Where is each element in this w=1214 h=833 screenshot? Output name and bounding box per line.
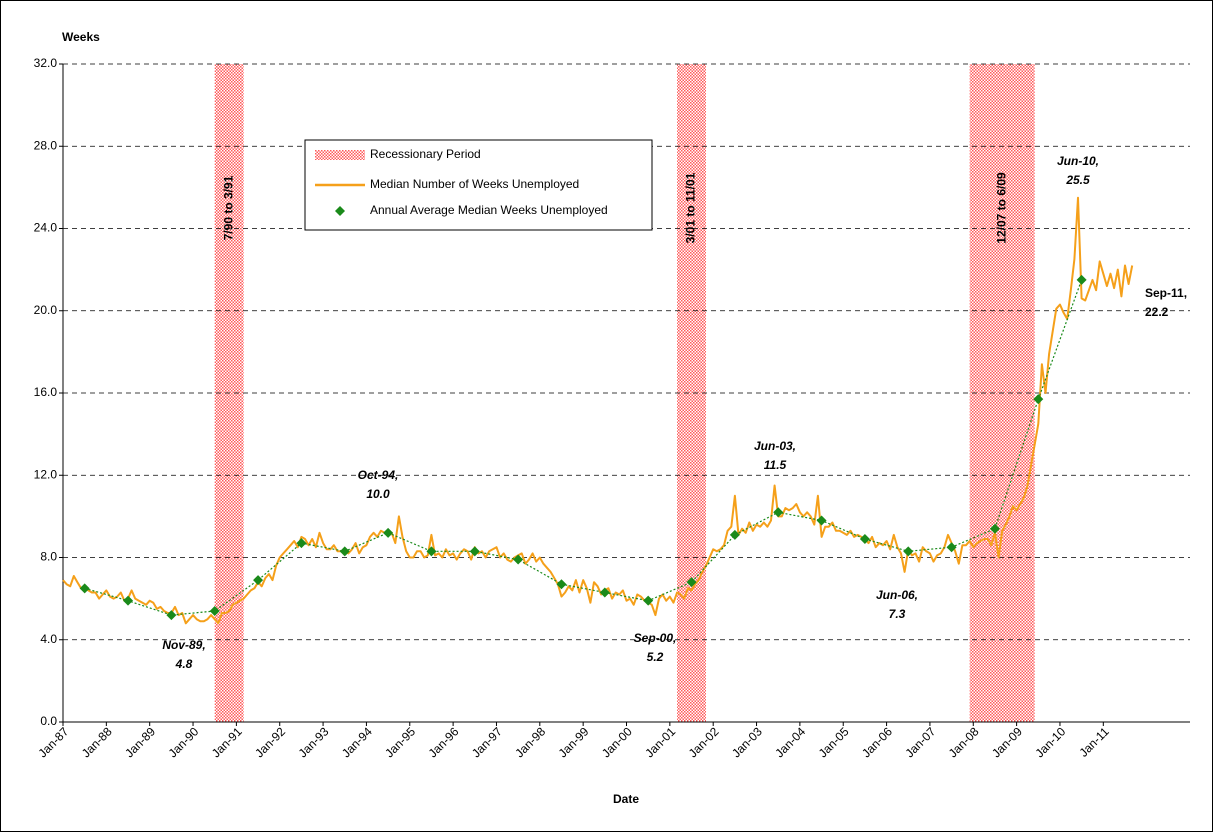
annotation: Sep-00, xyxy=(634,631,677,645)
data-point xyxy=(209,605,220,616)
annotation: 4.8 xyxy=(175,657,193,671)
y-tick-label: 12.0 xyxy=(34,467,58,481)
data-point xyxy=(946,542,957,553)
data-point xyxy=(469,546,480,557)
legend-swatch xyxy=(335,206,345,216)
annotation: Oct-94, xyxy=(358,468,399,482)
data-point xyxy=(426,546,437,557)
data-point xyxy=(383,527,394,538)
y-tick-label: 16.0 xyxy=(34,385,58,399)
legend-swatch xyxy=(315,150,365,160)
data-point xyxy=(643,595,654,606)
annotation: Jun-06, xyxy=(876,588,918,602)
data-point xyxy=(296,538,307,549)
x-axis-label: Date xyxy=(613,792,639,806)
data-point xyxy=(166,610,177,621)
trend-line xyxy=(84,279,1083,616)
data-point xyxy=(859,533,870,544)
data-point xyxy=(556,579,567,590)
data-point xyxy=(339,546,350,557)
y-tick-label: 20.0 xyxy=(34,303,58,317)
annotation: 22.2 xyxy=(1145,305,1169,319)
y-tick-label: 24.0 xyxy=(34,221,58,235)
data-point xyxy=(1033,394,1044,405)
annotation: 25.5 xyxy=(1065,173,1090,187)
data-point xyxy=(686,577,697,588)
annotation: 10.0 xyxy=(366,487,390,501)
y-tick-label: 4.0 xyxy=(40,632,57,646)
legend-label: Annual Average Median Weeks Unemployed xyxy=(370,203,608,217)
y-tick-label: 8.0 xyxy=(40,550,57,564)
data-point xyxy=(773,507,784,518)
recession-band xyxy=(677,64,706,722)
recession-label: 12/07 to 6/09 xyxy=(994,172,1008,244)
recession-label: 7/90 to 3/91 xyxy=(221,175,235,240)
annotation: Jun-10, xyxy=(1057,154,1099,168)
data-point xyxy=(729,529,740,540)
data-point xyxy=(513,554,524,565)
data-point xyxy=(1076,274,1087,285)
y-tick-label: 32.0 xyxy=(34,56,58,70)
legend: Recessionary Period Median Number of Wee… xyxy=(304,139,653,231)
legend-label: Median Number of Weeks Unemployed xyxy=(370,177,579,191)
annotation: Jun-03, xyxy=(754,439,796,453)
data-point xyxy=(79,583,90,594)
legend-label: Recessionary Period xyxy=(370,147,481,161)
annotation: 11.5 xyxy=(764,458,787,472)
y-tick-label: 28.0 xyxy=(34,138,58,152)
y-axis-label: Weeks xyxy=(62,30,100,44)
recession-label: 3/01 to 11/01 xyxy=(684,172,698,243)
data-point xyxy=(123,595,134,606)
data-point xyxy=(599,587,610,598)
data-point xyxy=(816,515,827,526)
data-point xyxy=(903,546,914,557)
y-tick-label: 0.0 xyxy=(40,714,57,728)
data-point xyxy=(989,523,1000,534)
annotation: 7.3 xyxy=(889,607,906,621)
annotation: Nov-89, xyxy=(162,638,205,652)
annotation: Sep-11, xyxy=(1145,286,1187,300)
annotation: 5.2 xyxy=(647,650,664,664)
data-point xyxy=(253,575,264,586)
